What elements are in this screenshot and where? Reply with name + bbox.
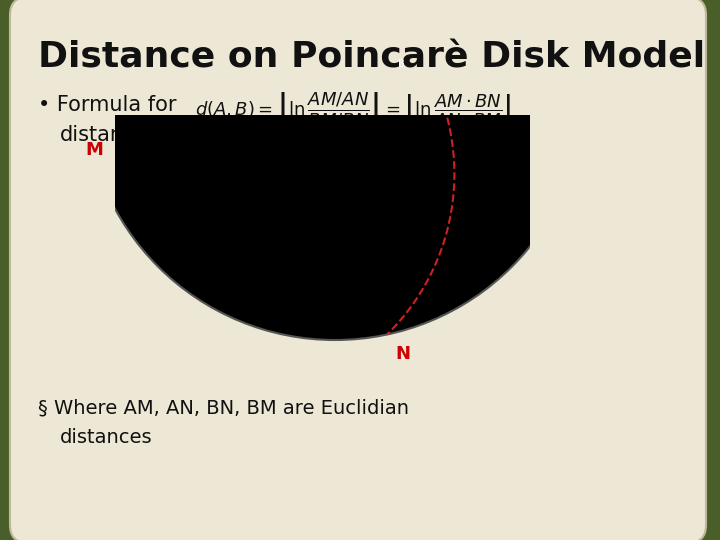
Text: • Formula for: • Formula for: [38, 95, 176, 115]
Text: Distance on Poincarè Disk Model: Distance on Poincarè Disk Model: [38, 40, 705, 74]
Text: distance: distance: [60, 125, 148, 145]
Text: B: B: [398, 59, 405, 69]
FancyBboxPatch shape: [10, 0, 706, 540]
Text: § Where AM, AN, BN, BM are Euclidian: § Where AM, AN, BN, BM are Euclidian: [38, 398, 409, 417]
Text: $d(A,B) = \left|\ln \dfrac{AM / AN}{BM / BN}\right| = \left|\ln \dfrac{AM \cdot : $d(A,B) = \left|\ln \dfrac{AM / AN}{BM /…: [195, 90, 511, 129]
Text: N: N: [395, 345, 410, 362]
Text: distances: distances: [60, 428, 153, 447]
Text: M: M: [85, 141, 103, 159]
Circle shape: [85, 0, 585, 340]
